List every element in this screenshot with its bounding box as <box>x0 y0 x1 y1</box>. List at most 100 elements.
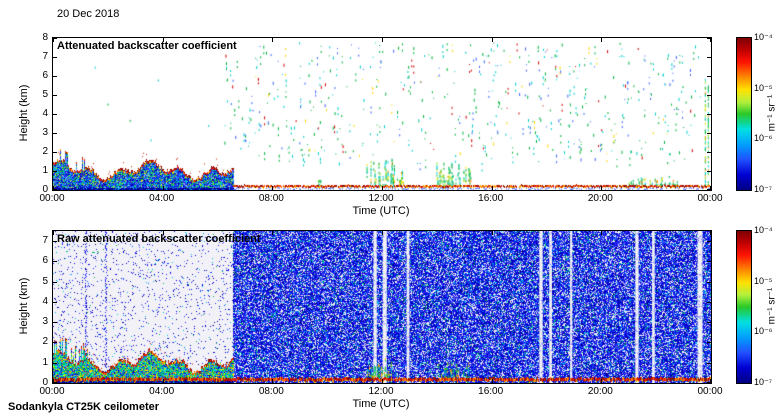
x-tick-label: 08:00 <box>258 386 284 397</box>
colorbar-tick-label: 10⁻⁷ <box>754 377 773 387</box>
colorbar-tick-label: 10⁻⁴ <box>754 32 773 42</box>
axis-tick <box>601 231 603 235</box>
axis-tick <box>491 231 493 235</box>
heatmap-canvas-attenuated <box>53 38 711 190</box>
x-tick-label: 12:00 <box>368 193 394 204</box>
axis-tick <box>707 114 711 115</box>
axis-tick <box>601 186 603 190</box>
axis-tick <box>272 379 274 383</box>
axis-tick <box>707 322 711 324</box>
axis-tick <box>272 186 274 190</box>
axis-tick <box>53 171 57 172</box>
plot-title-raw: Raw attenuated backscatter coefficient <box>57 233 261 245</box>
axis-tick <box>53 38 57 39</box>
axis-tick <box>707 133 711 134</box>
y-tick-label: 0 <box>42 184 48 195</box>
axis-tick <box>707 261 711 263</box>
axis-tick <box>53 76 57 77</box>
axis-tick <box>601 38 603 42</box>
x-tick-label: 00:00 <box>697 193 723 204</box>
y-tick-label: 4 <box>42 108 48 119</box>
axis-tick <box>710 379 711 383</box>
axis-tick <box>707 241 711 243</box>
x-tick-label: 00:00 <box>39 193 65 204</box>
colorbar-tick-label: 10⁻⁶ <box>754 133 773 144</box>
colorbar-tick-label: 10⁻⁴ <box>754 225 773 235</box>
y-tick-label: 5 <box>42 275 48 287</box>
y-tick-label: 3 <box>42 316 48 328</box>
axis-tick <box>710 38 711 42</box>
axis-tick <box>707 152 711 153</box>
y-tick-label: 7 <box>42 51 48 62</box>
x-tick-label: 04:00 <box>149 386 175 397</box>
colorbar-top <box>736 37 752 191</box>
colorbar-bottom <box>736 230 752 384</box>
x-tick-label: 00:00 <box>697 386 723 397</box>
x-tick-label: 04:00 <box>149 193 175 204</box>
axis-tick <box>53 362 57 364</box>
y-tick-label: 1 <box>42 165 48 176</box>
axis-tick <box>707 189 711 190</box>
y-tick-label: 2 <box>42 146 48 157</box>
axis-tick <box>382 379 383 383</box>
axis-tick <box>162 186 164 190</box>
axis-tick <box>53 231 54 235</box>
axis-tick <box>53 38 54 42</box>
x-tick-label: 00:00 <box>39 386 65 397</box>
axis-tick <box>53 95 57 96</box>
x-tick-label: 16:00 <box>478 386 504 397</box>
axis-tick <box>53 189 57 190</box>
axis-tick <box>53 114 57 115</box>
plot-title-attenuated: Attenuated backscatter coefficient <box>57 40 237 52</box>
axis-tick <box>53 57 57 58</box>
axis-tick <box>707 382 711 383</box>
date-label: 20 Dec 2018 <box>57 8 120 20</box>
axis-tick <box>707 76 711 77</box>
axis-tick <box>707 301 711 303</box>
axis-tick <box>707 171 711 172</box>
y-tick-label: 1 <box>42 356 48 368</box>
x-axis-label-top: Time (UTC) <box>352 205 410 217</box>
x-tick-label: 08:00 <box>258 193 284 204</box>
axis-tick <box>53 186 54 190</box>
instrument-label: Sodankyla CT25K ceilometer <box>8 401 160 413</box>
axis-tick <box>162 379 164 383</box>
axis-tick <box>707 362 711 364</box>
y-tick-label: 0 <box>42 377 48 388</box>
y-tick-label: 7 <box>42 235 48 247</box>
axis-tick <box>53 261 57 263</box>
axis-tick <box>707 57 711 58</box>
axis-tick <box>53 342 57 344</box>
axis-tick <box>601 379 603 383</box>
x-tick-label: 20:00 <box>587 386 613 397</box>
axis-tick <box>707 281 711 283</box>
axis-tick <box>53 379 54 383</box>
x-tick-label: 16:00 <box>478 193 504 204</box>
axis-tick <box>162 38 164 42</box>
axis-tick <box>53 281 57 283</box>
axis-tick <box>162 231 164 235</box>
plot-attenuated-backscatter: Attenuated backscatter coefficient <box>52 37 712 191</box>
axis-tick <box>53 322 57 324</box>
y-tick-label: 5 <box>42 89 48 100</box>
axis-tick <box>491 38 493 42</box>
colorbar-tick-label: 10⁻⁵ <box>754 82 773 93</box>
colorbar-tick-label: 10⁻⁵ <box>754 275 773 286</box>
axis-tick <box>53 382 57 383</box>
axis-tick <box>491 379 493 383</box>
axis-tick <box>272 38 274 42</box>
axis-tick <box>707 95 711 96</box>
axis-tick <box>710 231 711 235</box>
colorbar-unit-label-top: m⁻¹ sr⁻¹ <box>766 94 778 132</box>
axis-tick <box>382 231 383 235</box>
axis-tick <box>707 342 711 344</box>
y-tick-label: 8 <box>42 32 48 43</box>
colorbar-tick-label: 10⁻⁷ <box>754 184 773 194</box>
colorbar-tick-label: 10⁻⁶ <box>754 326 773 337</box>
axis-tick <box>707 38 711 39</box>
axis-tick <box>491 186 493 190</box>
y-tick-label: 4 <box>42 295 48 307</box>
x-axis-label-bottom: Time (UTC) <box>352 398 410 410</box>
plot-raw-attenuated-backscatter: Raw attenuated backscatter coefficient <box>52 230 712 384</box>
axis-tick <box>272 231 274 235</box>
